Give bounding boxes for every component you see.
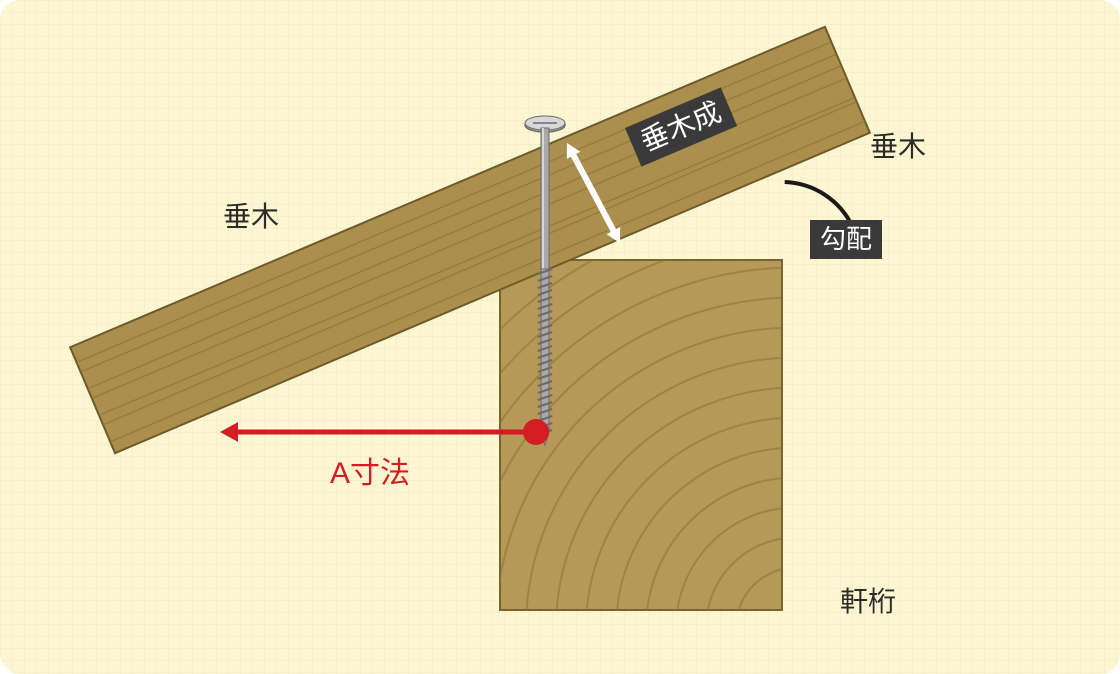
label-rafter-right: 垂木: [870, 125, 926, 165]
label-slope: 勾配: [810, 220, 882, 259]
label-a-dimension: A寸法: [330, 448, 410, 492]
label-rafter-left: 垂木: [223, 195, 279, 235]
diagram-root: 垂木 垂木 軒桁 垂木成 勾配 A寸法: [0, 0, 1120, 674]
diagram-svg: [0, 0, 1120, 674]
label-post: 軒桁: [840, 580, 896, 620]
